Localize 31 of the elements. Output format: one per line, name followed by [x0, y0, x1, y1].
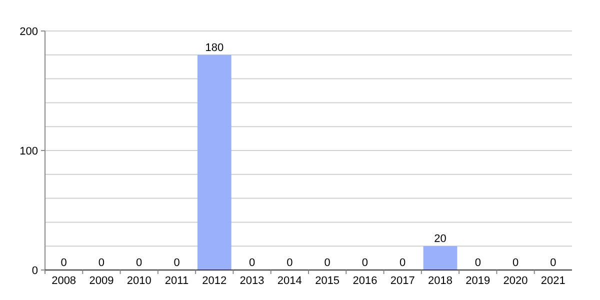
x-tick-label: 2011: [164, 275, 189, 287]
data-label: 0: [474, 257, 481, 269]
data-label: 20: [434, 233, 446, 246]
x-tick-label: 2014: [277, 275, 302, 287]
x-tick-label: 2012: [202, 275, 227, 287]
data-label: 0: [248, 257, 256, 269]
x-tick-label: 2015: [315, 275, 340, 287]
x-tick-label: 2010: [126, 275, 152, 287]
y-tick-label: 200: [20, 26, 38, 38]
data-label: 0: [362, 257, 368, 269]
data-label: 180: [205, 42, 224, 54]
y-tick-label: 100: [20, 145, 38, 158]
data-label: 0: [136, 257, 142, 269]
data-label: 0: [174, 257, 180, 269]
data-label: 0: [324, 257, 330, 269]
x-tick-label: 2020: [503, 275, 528, 287]
x-tick-label: 2013: [240, 275, 264, 287]
data-label: 0: [512, 257, 519, 269]
x-tick-label: 2017: [390, 275, 415, 287]
x-tick-label: 2016: [352, 275, 378, 287]
y-tick-label: 0: [32, 264, 38, 277]
data-label: 0: [286, 257, 293, 269]
data-label: 0: [400, 257, 406, 269]
x-tick-label: 2019: [466, 275, 490, 287]
x-tick-label: 2009: [89, 275, 114, 287]
data-label: 0: [98, 257, 105, 269]
data-label: 0: [550, 257, 556, 269]
data-label: 0: [60, 257, 67, 269]
x-tick-label: 2018: [428, 275, 452, 287]
x-tick-label: 2008: [52, 275, 76, 287]
x-tick-label: 2021: [540, 275, 566, 287]
